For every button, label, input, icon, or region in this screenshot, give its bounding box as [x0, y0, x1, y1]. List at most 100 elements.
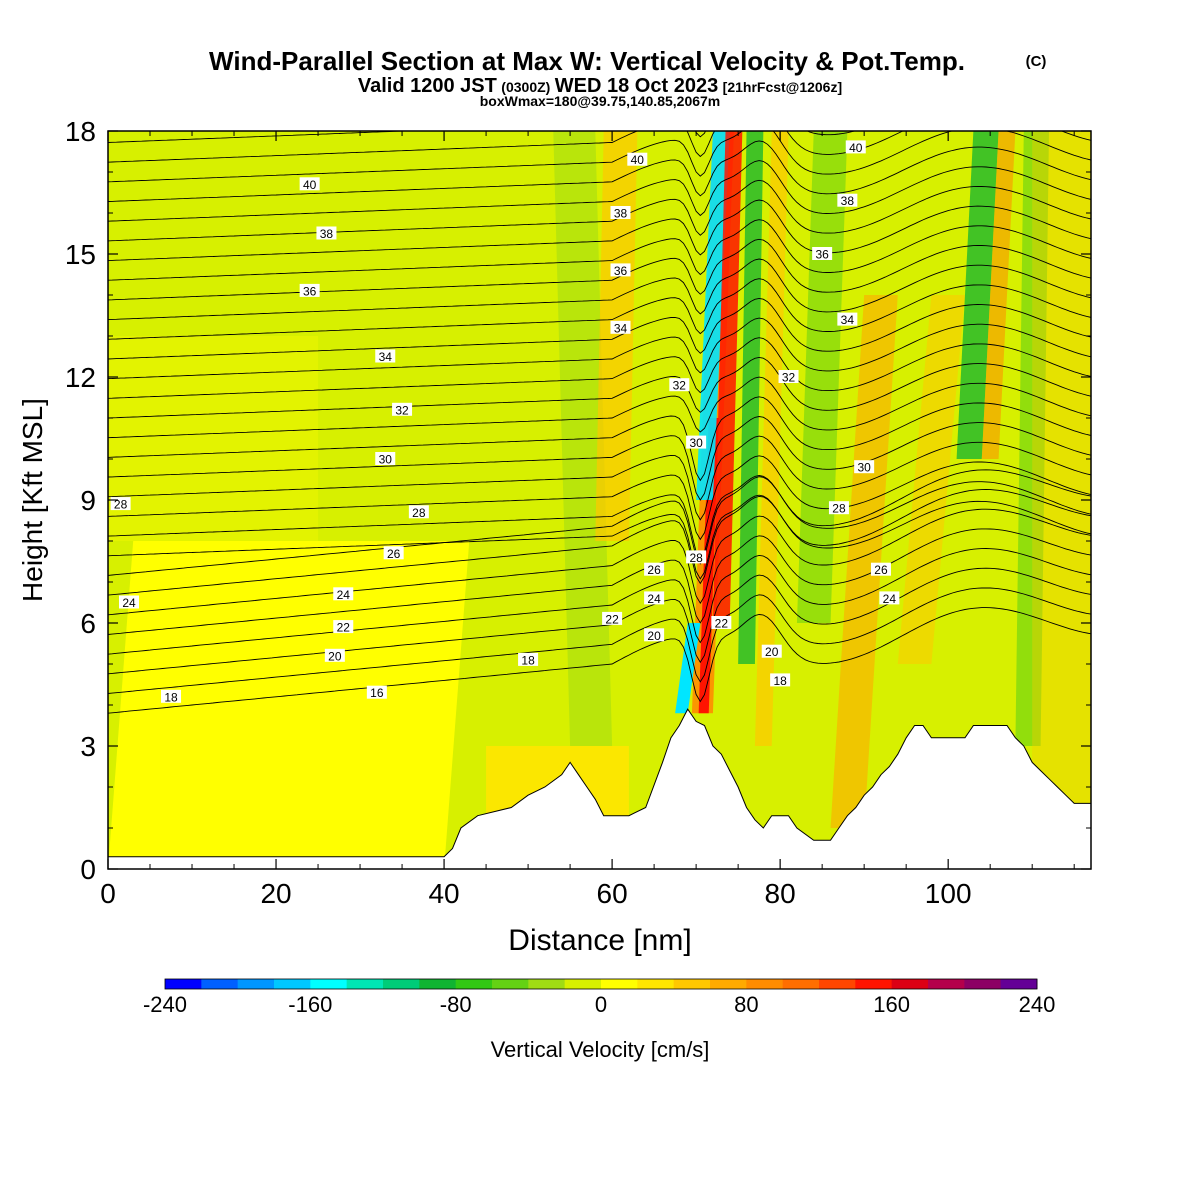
contour-label: 22: [711, 616, 732, 631]
contour-label-text: 38: [614, 207, 628, 221]
title-main: Wind-Parallel Section at Max W: Vertical…: [209, 46, 965, 76]
contour-label-text: 40: [631, 153, 645, 167]
contour-label-text: 20: [328, 649, 342, 663]
potential-temperature-contours: [108, 131, 1091, 714]
y-tick-label: 9: [80, 485, 96, 516]
contour-label-background: [602, 611, 623, 625]
contour-label-text: 26: [874, 563, 888, 577]
isentrope-line: [108, 160, 1091, 222]
contour-label-text: 32: [395, 403, 409, 417]
colorbar-swatch: [165, 979, 202, 989]
contour-label: 28: [828, 501, 849, 516]
contour-label-background: [879, 591, 900, 605]
weak-downdraft-band: [796, 131, 848, 623]
colorbar-swatch: [346, 979, 384, 989]
y-tick-label: 0: [80, 854, 96, 885]
contour-label-text: 18: [164, 690, 178, 704]
contour-label: 34: [375, 349, 396, 364]
colorbar-tick-label: 80: [734, 992, 758, 1017]
contour-label-background: [375, 349, 396, 363]
contour-label-text: 16: [370, 686, 384, 700]
isentrope-line: [108, 238, 1091, 301]
contour-label: 26: [870, 562, 891, 577]
contour-label: 38: [316, 226, 337, 241]
colorbar-swatch: [782, 979, 820, 989]
colorbar-tick-label: 240: [1019, 992, 1056, 1017]
downdraft-band: [738, 131, 764, 664]
colorbar-swatch: [564, 979, 602, 989]
contour-label-background: [686, 550, 707, 564]
contour-label-background: [870, 562, 891, 576]
contour-label-background: [610, 320, 631, 334]
contour-label-text: 34: [841, 313, 855, 327]
contour-label-background: [161, 689, 182, 703]
contour-label-text: 30: [689, 436, 703, 450]
contour-label: 36: [610, 263, 631, 278]
chart-title: Wind-Parallel Section at Max W: Vertical…: [209, 46, 1046, 109]
contour-label: 20: [761, 644, 782, 659]
x-tick-label: 40: [428, 878, 459, 909]
isentrope-line: [108, 179, 1091, 242]
isentrope-line: [108, 528, 1091, 635]
colorbar-tick-label: 160: [873, 992, 910, 1017]
low-level-updraft-zone: [108, 541, 470, 869]
colorbar-frame: [164, 978, 1038, 990]
contour-label-text: 22: [337, 621, 351, 635]
contour-label-text: 32: [782, 371, 796, 385]
contour-label: 26: [383, 546, 404, 561]
colorbar-swatch: [201, 979, 239, 989]
x-tick-label: 60: [597, 878, 628, 909]
contour-label-text: 28: [832, 502, 846, 516]
contour-label: 26: [644, 562, 665, 577]
isentrope-line: [108, 258, 1091, 321]
colorbar-swatch: [819, 979, 856, 989]
updraft-band: [754, 131, 789, 746]
contour-label: 36: [812, 247, 833, 262]
colorbar-swatch: [673, 979, 711, 989]
contour-label-background: [770, 673, 791, 687]
colorbar-swatch: [274, 979, 311, 989]
contour-label: 36: [299, 283, 320, 298]
contour-label-text: 36: [614, 264, 628, 278]
contour-label-background: [299, 177, 320, 191]
downdraft-band: [956, 131, 999, 459]
isentrope-line: [108, 131, 1091, 163]
y-tick-label: 12: [65, 362, 96, 393]
isentrope-line: [108, 587, 1091, 694]
contour-label: 24: [333, 587, 354, 602]
contour-label-background: [644, 591, 665, 605]
contour-label: 34: [610, 320, 631, 335]
colorbar-label: Vertical Velocity [cm/s]: [491, 1037, 710, 1062]
contour-label-background: [669, 378, 690, 392]
isentrope-line: [108, 416, 1091, 501]
contour-labels: 28 24 18 40 38 36 34 32 30 28 26 24 22 20 16 18 40 38 36 34…: [110, 140, 900, 704]
terrain-mask: [108, 708, 1091, 869]
contour-label-text: 32: [673, 379, 687, 393]
plot-area: 28 24 18 40 38 36 34 32 30 28 26 24 22 20 16 18 40 38 36 34…: [108, 131, 1091, 869]
colorbar-swatch: [492, 979, 529, 989]
contour-label-text: 24: [337, 588, 351, 602]
colorbar-swatch: [419, 979, 457, 989]
isentrope-line: [108, 297, 1091, 360]
strong-updraft-core: [698, 418, 719, 714]
colorbar-swatch: [455, 979, 493, 989]
isentrope-line: [108, 469, 1091, 576]
contour-label: 32: [778, 370, 799, 385]
contour-label-background: [854, 460, 875, 474]
colorbar-swatch: [746, 979, 784, 989]
contour-label-text: 34: [614, 321, 628, 335]
contour-label-background: [119, 595, 140, 609]
updraft-band: [1032, 131, 1091, 869]
contour-label: 18: [770, 673, 791, 688]
contour-label: 24: [644, 591, 665, 606]
colorbar-swatch: [601, 979, 638, 989]
x-tick-label: 0: [100, 878, 116, 909]
title-boxwmax: boxWmax=180@39.75,140.85,2067m: [480, 93, 721, 109]
contour-label-background: [383, 546, 404, 560]
contour-label: 30: [854, 460, 875, 475]
weak-downdraft-band: [1015, 131, 1049, 746]
contour-label-background: [778, 370, 799, 383]
colorbar-swatch: [964, 979, 1002, 989]
x-tick-label: 100: [925, 878, 972, 909]
